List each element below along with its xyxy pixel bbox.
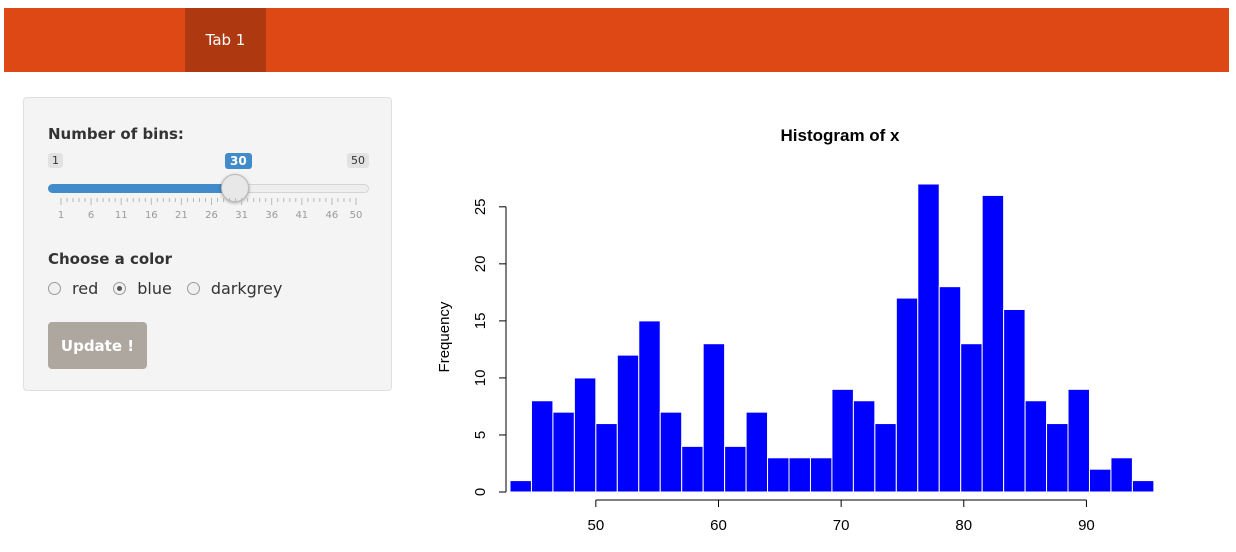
histogram-bar [1131, 480, 1155, 493]
sidebar-panel: Number of bins: 1 30 50 1 6 11 16 21 26 31 36 41… [23, 97, 392, 391]
color-label: Choose a color [48, 250, 173, 268]
update-button[interactable]: Update ! [48, 322, 147, 369]
histogram-bar [509, 480, 532, 493]
histogram-bar [659, 411, 683, 493]
histogram-bar [530, 400, 554, 493]
histogram-bar [1110, 457, 1133, 493]
slider-ticks: 1 6 11 16 21 26 31 36 41 46 50 [58, 198, 363, 221]
bins-label: Number of bins: [48, 125, 184, 143]
histogram-bar [1046, 423, 1069, 493]
color-radio-group: red blue darkgrey [48, 279, 297, 298]
histogram-bar [1067, 388, 1090, 493]
y-tick-label: 0 [472, 488, 489, 496]
histogram-bar [809, 457, 833, 493]
histogram-bar [831, 388, 854, 493]
radio-blue[interactable]: blue [113, 279, 172, 298]
radio-blue-label: blue [137, 279, 172, 298]
slider-min-label: 1 [48, 153, 63, 168]
y-tick-label: 10 [472, 370, 489, 387]
y-axis-label: Frequency [436, 301, 453, 372]
slider-max-label: 50 [347, 153, 369, 168]
histogram-bar [724, 445, 747, 493]
radio-darkgrey-label: darkgrey [210, 279, 283, 298]
histogram-bar [573, 377, 597, 493]
slider-tick-label: 6 [88, 210, 94, 221]
slider-value-label: 30 [225, 153, 252, 169]
histogram-bar [681, 445, 704, 493]
histogram-bar [745, 411, 769, 493]
histogram-bar [702, 343, 726, 493]
histogram-bar [1088, 468, 1112, 493]
slider-tick-label: 16 [145, 210, 158, 221]
histogram-bar [938, 286, 962, 493]
x-tick-label: 50 [588, 517, 605, 534]
histogram-bar [960, 343, 983, 493]
radio-blue-circle[interactable] [113, 282, 127, 295]
slider-handle[interactable] [221, 174, 249, 202]
radio-darkgrey[interactable]: darkgrey [186, 279, 283, 298]
slider-fill [48, 184, 235, 193]
slider-tick-label: 50 [350, 210, 363, 221]
slider-tick-label: 36 [265, 210, 278, 221]
slider-tick-label: 21 [175, 210, 188, 221]
histogram-bar [852, 400, 876, 493]
slider-tick-label: 1 [58, 210, 64, 221]
radio-red-circle[interactable] [48, 282, 61, 295]
histogram-bar [767, 457, 790, 493]
histogram-bar [788, 457, 811, 493]
histogram-bar [917, 183, 940, 493]
histogram-bar [874, 423, 897, 493]
histogram-bar [552, 411, 575, 493]
y-tick-label: 5 [472, 431, 489, 439]
histogram-bar [638, 320, 661, 493]
histogram-chart: Histogram of x 50 60 70 80 90 0 5 10 15 20 25 Freque… [436, 126, 1155, 534]
x-tick-label: 80 [955, 517, 972, 534]
slider-tick-label: 11 [115, 210, 128, 221]
navbar: Tab 1 [4, 8, 1229, 72]
radio-red-label: red [72, 279, 99, 298]
radio-darkgrey-circle[interactable] [186, 282, 200, 295]
histogram-bar [616, 354, 640, 493]
y-tick-label: 15 [472, 313, 489, 330]
histogram-bar [595, 423, 618, 493]
y-tick-label: 25 [472, 198, 489, 215]
slider-tick-label: 31 [235, 210, 248, 221]
radio-red[interactable]: red [48, 279, 98, 298]
histogram-bar [1024, 400, 1048, 493]
histogram-bar [1003, 308, 1026, 493]
chart-title: Histogram of x [780, 126, 900, 145]
y-tick-label: 20 [472, 256, 489, 273]
x-tick-label: 60 [710, 517, 727, 534]
tab-1[interactable]: Tab 1 [185, 8, 266, 72]
histogram-bar [895, 297, 919, 493]
x-tick-label: 90 [1078, 517, 1095, 534]
slider-tick-label: 46 [326, 210, 339, 221]
slider-tick-label: 41 [295, 210, 308, 221]
histogram-bar [981, 194, 1005, 493]
slider-tick-label: 26 [205, 210, 218, 221]
x-tick-label: 70 [833, 517, 850, 534]
